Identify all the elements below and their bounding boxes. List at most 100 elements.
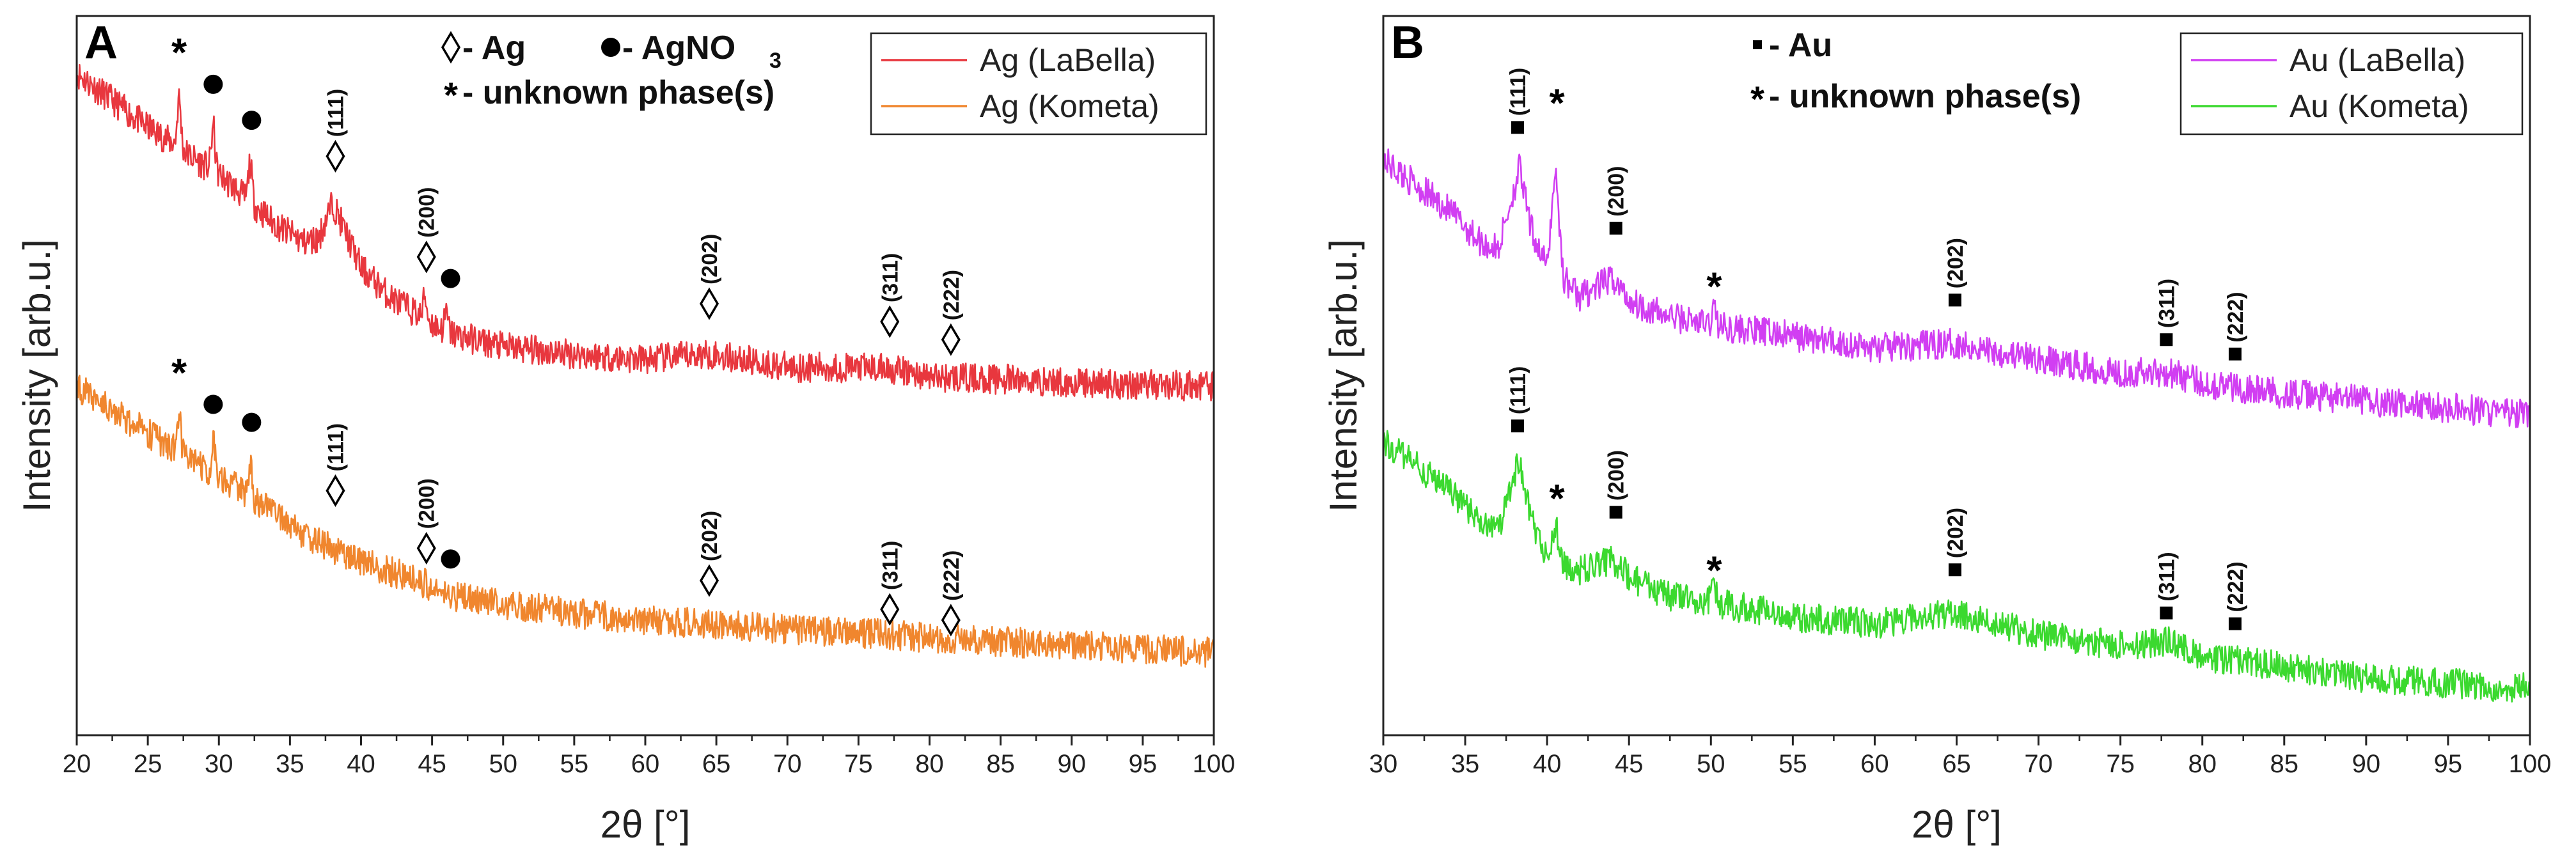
au-marker (2228, 617, 2242, 630)
unknown-phase-marker: * (1549, 477, 1565, 521)
x-tick-label: 100 (1193, 750, 1236, 778)
x-tick-label: 55 (1779, 750, 1807, 778)
agno3-marker (242, 412, 262, 432)
y-axis-title: Intensity [arb.u.] (15, 239, 58, 512)
key-star-icon: * (444, 75, 458, 115)
x-tick-label: 60 (1860, 750, 1889, 778)
ag-marker (416, 532, 436, 565)
panel-letter: A (84, 17, 118, 68)
au-marker (2160, 606, 2173, 620)
peak-label: (222) (2224, 292, 2248, 342)
x-tick-label: 40 (347, 750, 375, 778)
key-circle-icon (601, 38, 620, 57)
peak-label: (311) (2155, 279, 2179, 329)
peak-label: (222) (2224, 561, 2248, 612)
x-tick-label: 90 (1058, 750, 1087, 778)
peak-label: (111) (1506, 68, 1530, 116)
legend-entry: Ag (Kometa) (980, 88, 1159, 124)
agno3-marker (242, 111, 262, 130)
x-tick-label: 20 (63, 750, 91, 778)
legend-box (870, 32, 1207, 136)
peak-label: (111) (324, 423, 348, 472)
y-axis-title: Intensity [arb.u.] (1322, 239, 1365, 512)
key-diamond-icon (441, 31, 461, 64)
au-marker (2160, 333, 2173, 347)
x-tick-label: 40 (1533, 750, 1562, 778)
x-tick-label: 85 (2270, 750, 2299, 778)
unknown-phase-marker: * (1706, 549, 1722, 593)
x-tick-label: 80 (915, 750, 944, 778)
x-tick-label: 75 (2106, 750, 2135, 778)
chart-panel-a: 20 25 30 35 40 45 50 55 60 65 70 75 80 85 90 95 100 2θ [°… (15, 15, 1236, 846)
legend-box (2179, 32, 2524, 136)
ag-marker (326, 474, 345, 507)
au-marker (1609, 506, 1622, 519)
ag-marker (941, 323, 961, 356)
peak-label: (311) (878, 541, 902, 591)
au-marker (1609, 221, 1622, 235)
agno3-marker (441, 269, 460, 288)
key-star-icon: * (1750, 79, 1764, 119)
x-tick-label: 45 (418, 750, 446, 778)
unknown-phase-marker: * (171, 351, 187, 395)
x-tick-label: 65 (702, 750, 731, 778)
legend-entry: Au (LaBella) (2289, 42, 2465, 78)
agno3-marker (441, 549, 460, 569)
ag-marker (416, 240, 436, 274)
key-square-icon (1753, 40, 1762, 49)
peak-label: (202) (1944, 238, 1968, 288)
x-tick-label: 95 (1129, 750, 1158, 778)
peak-label: (311) (2155, 552, 2179, 602)
peak-label: (200) (415, 187, 439, 238)
key-label: - AgNO (622, 29, 735, 66)
ag-marker (699, 564, 719, 597)
unknown-phase-marker: * (171, 31, 187, 75)
x-axis-title: 2θ [°] (601, 803, 691, 846)
peak-label: (222) (939, 550, 964, 601)
peak-label: (200) (1605, 450, 1629, 501)
x-tick-label: 60 (631, 750, 660, 778)
ag-marker (880, 305, 900, 338)
x-tick-label: 55 (560, 750, 589, 778)
unknown-phase-marker: * (1549, 81, 1565, 125)
x-tick-label: 50 (1697, 750, 1725, 778)
x-tick-label: 95 (2434, 750, 2463, 778)
key-label: - unknown phase(s) (462, 74, 774, 111)
key-label: - unknown phase(s) (1769, 78, 2081, 115)
x-tick-label: 65 (1942, 750, 1971, 778)
peak-label: (200) (415, 478, 439, 529)
x-tick-label: 25 (134, 750, 162, 778)
x-tick-label: 75 (844, 750, 873, 778)
peak-label: (202) (1944, 508, 1968, 558)
au-marker (1948, 563, 1961, 577)
series-line-0 (1382, 148, 2531, 428)
au-marker (1511, 419, 1525, 433)
ag-marker (941, 604, 961, 637)
ag-marker (699, 287, 719, 320)
x-tick-label: 85 (986, 750, 1015, 778)
peak-label: (222) (939, 270, 964, 320)
au-marker (2228, 347, 2242, 361)
x-tick-label: 100 (2509, 750, 2552, 778)
series-line-0 (75, 64, 1215, 401)
au-marker (1511, 121, 1525, 134)
peak-label: (202) (698, 511, 722, 561)
x-tick-label: 70 (773, 750, 802, 778)
x-axis-title: 2θ [°] (1912, 803, 2002, 846)
peak-label: (111) (324, 89, 348, 137)
agno3-marker (203, 74, 223, 94)
series-line-1 (1382, 430, 2531, 703)
ag-marker (326, 139, 345, 173)
x-tick-label: 45 (1615, 750, 1644, 778)
x-tick-label: 30 (1369, 750, 1398, 778)
key-label: - Ag (462, 29, 526, 66)
agno3-marker (203, 394, 223, 414)
panel-letter: B (1391, 17, 1424, 68)
peak-label: (202) (698, 234, 722, 284)
x-tick-label: 50 (489, 750, 518, 778)
x-tick-label: 90 (2352, 750, 2381, 778)
x-tick-label: 35 (1451, 750, 1480, 778)
peak-label: (200) (1605, 166, 1629, 217)
peak-label: (111) (1506, 366, 1530, 415)
